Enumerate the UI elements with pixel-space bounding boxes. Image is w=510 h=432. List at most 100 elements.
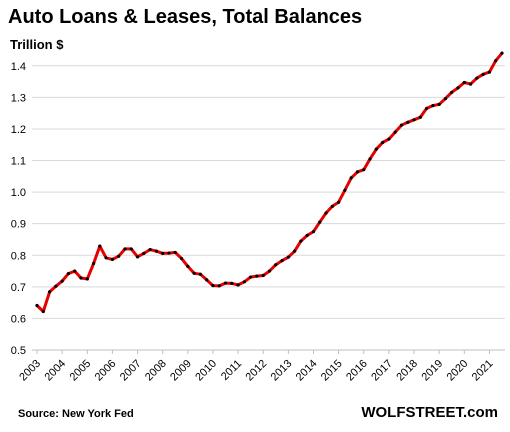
- data-point: [54, 284, 58, 288]
- data-point: [412, 118, 416, 122]
- x-tick-label: 2011: [219, 358, 244, 383]
- wolfstreet-watermark: WOLFSTREET.com: [361, 404, 498, 421]
- data-point: [230, 281, 234, 285]
- data-point: [500, 51, 504, 55]
- x-tick-label: 2007: [118, 358, 144, 384]
- y-tick-label: 1.3: [11, 92, 26, 104]
- data-point: [462, 80, 466, 85]
- data-point: [274, 263, 278, 267]
- data-point: [374, 147, 378, 151]
- data-point: [167, 251, 171, 255]
- x-tick-label: 2008: [143, 358, 169, 384]
- data-point: [211, 283, 215, 288]
- data-point: [299, 239, 303, 243]
- data-point: [355, 170, 360, 174]
- data-point: [249, 275, 253, 279]
- x-tick-label: 2020: [445, 358, 471, 384]
- data-point: [142, 251, 146, 255]
- data-point: [135, 255, 140, 259]
- data-point: [148, 247, 152, 252]
- data-point: [205, 278, 209, 282]
- y-tick-label: 0.5: [11, 345, 26, 357]
- x-tick-label: 2009: [168, 358, 194, 384]
- data-point: [161, 251, 165, 255]
- y-tick-label: 1.2: [11, 124, 26, 136]
- y-tick-label: 0.8: [11, 250, 26, 262]
- data-point: [236, 283, 240, 287]
- data-point: [387, 137, 391, 141]
- data-point: [123, 247, 127, 251]
- x-tick-label: 2010: [193, 358, 219, 384]
- data-point: [129, 247, 133, 251]
- data-point: [293, 249, 297, 253]
- x-tick-label: 2014: [294, 358, 320, 384]
- data-point: [104, 256, 108, 260]
- y-tick-label: 0.9: [11, 219, 26, 231]
- data-point: [60, 279, 64, 283]
- data-point: [154, 249, 158, 253]
- data-point: [85, 277, 89, 281]
- y-tick-label: 1.0: [11, 187, 26, 199]
- x-tick-label: 2019: [419, 358, 445, 384]
- data-point: [468, 82, 473, 86]
- data-point: [393, 130, 397, 134]
- y-tick-label: 0.7: [11, 282, 26, 294]
- data-point: [311, 229, 316, 234]
- data-point: [381, 140, 385, 145]
- data-point: [437, 102, 441, 106]
- data-point: [368, 157, 372, 161]
- x-tick-label: 2016: [344, 358, 370, 384]
- data-point: [47, 290, 52, 294]
- x-tick-label: 2012: [244, 358, 270, 384]
- y-axis-unit-label: Trillion $: [10, 37, 64, 52]
- data-point: [186, 264, 190, 268]
- x-tick-label: 2004: [42, 358, 68, 384]
- data-point: [362, 168, 366, 172]
- data-point: [223, 281, 228, 285]
- chart-title: Auto Loans & Leases, Total Balances: [8, 6, 363, 28]
- source-note: Source: New York Fed: [18, 408, 134, 420]
- data-point: [337, 200, 341, 204]
- data-point: [35, 303, 39, 308]
- y-tick-label: 0.6: [11, 313, 26, 325]
- data-point: [487, 70, 492, 74]
- data-point: [399, 123, 404, 127]
- data-point: [261, 273, 265, 278]
- x-tick-label: 2005: [68, 358, 94, 384]
- data-point: [280, 259, 284, 263]
- data-point: [98, 244, 102, 248]
- x-tick-label: 2017: [369, 358, 395, 384]
- data-point: [117, 254, 121, 258]
- data-point: [406, 120, 410, 124]
- y-tick-label: 1.1: [11, 156, 26, 168]
- data-point: [192, 271, 196, 275]
- data-point: [330, 204, 334, 208]
- y-tick-label: 1.4: [11, 61, 26, 73]
- data-point: [494, 59, 498, 63]
- data-point: [418, 115, 422, 119]
- data-point: [475, 76, 479, 80]
- x-tick-label: 2003: [17, 358, 43, 384]
- x-tick-label: 2018: [394, 358, 420, 384]
- data-point: [179, 256, 184, 261]
- data-point: [443, 97, 448, 101]
- series-line: [35, 51, 504, 313]
- data-point: [91, 261, 96, 266]
- data-point: [173, 250, 177, 255]
- x-tick-label: 2021: [470, 358, 496, 384]
- data-point: [456, 86, 460, 90]
- data-point: [73, 269, 77, 273]
- data-point: [324, 211, 328, 215]
- data-point: [424, 106, 429, 111]
- data-point: [450, 90, 454, 94]
- x-tick-label: 2006: [93, 358, 119, 384]
- data-point: [305, 233, 309, 237]
- data-point: [286, 255, 290, 259]
- data-point: [198, 272, 202, 276]
- data-point: [343, 188, 347, 192]
- data-point: [481, 72, 485, 76]
- data-point: [318, 220, 322, 224]
- data-point: [79, 276, 83, 280]
- data-point: [255, 274, 259, 278]
- data-point: [66, 271, 71, 276]
